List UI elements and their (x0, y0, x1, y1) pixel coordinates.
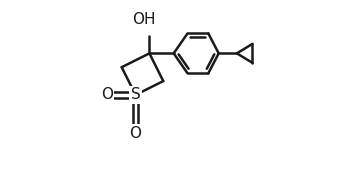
Text: O: O (130, 125, 142, 141)
Text: O: O (101, 87, 113, 102)
Text: OH: OH (132, 12, 156, 27)
Text: S: S (131, 87, 140, 102)
